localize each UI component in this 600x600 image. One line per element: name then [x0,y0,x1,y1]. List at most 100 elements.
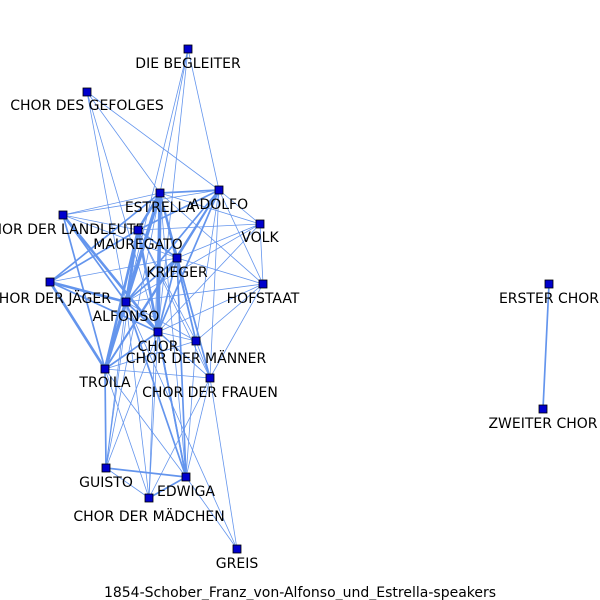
edge-edwiga-chor-der-maedchen [148,476,187,499]
edge-edwiga-greis [185,476,238,550]
edge-mauregato-chor-der-maenner [137,229,197,342]
node-label: KRIEGER [146,265,208,281]
edge-troila-edwiga [104,368,187,478]
edge-troila-chor-der-maedchen [104,368,150,499]
node-marker [45,277,55,287]
edge-chor-der-jaeger-alfonso [48,280,128,304]
edge-adolfo-chor-der-frauen [209,189,220,379]
edge-chor-chor-der-maedchen [148,331,159,499]
edge-chor-guisto [105,331,159,469]
edge-adolfo-chor-der-landleute [62,189,220,216]
node-chor-der-jaeger: CHOR DER JÄGER [0,277,111,307]
edge-chor-der-jaeger-chor [49,281,159,333]
edge-chor-des-gefolges-adolfo [86,91,220,191]
edge-hofstaat-chor-der-frauen [209,283,264,379]
edge-alfonso-troila [103,300,128,371]
edge-chor-der-jaeger-troila [48,280,107,371]
graph-caption: 1854-Schober_Franz_von-Alfonso_und_Estre… [104,585,496,600]
node-marker [214,185,224,195]
edge-mauregato-chor-der-jaeger [49,229,139,283]
edge-chor-der-landleute-mauregato [62,214,139,231]
edge-erster-chor-zweiter-chor [542,283,550,410]
node-chor: CHOR [137,327,179,355]
node-label: GREIS [216,556,259,572]
edge-chor-der-frauen-edwiga [185,377,211,478]
node-label: CHOR DER MÄDCHEN [73,507,224,525]
node-erster-chor: ERSTER CHOR [499,279,599,307]
node-guisto: GUISTO [79,463,133,491]
edge-krieger-chor [157,257,178,333]
edge-mauregato-krieger [137,229,178,259]
node-krieger: KRIEGER [146,253,208,281]
edge-chor-chor-der-maenner [157,331,197,342]
node-label: EDWIGA [157,484,215,500]
node-label: HOFSTAAT [227,291,300,307]
node-marker [255,219,265,229]
edge-adolfo-hofstaat [218,189,264,285]
edge-chor-der-frauen-greis [209,377,238,550]
node-marker [58,210,68,220]
node-label: TROILA [78,375,131,391]
node-chor-der-landleute: CHOR DER LANDLEUTE [0,210,144,238]
edge-chor-des-gefolges-chor [86,91,159,333]
edge-chor-des-gefolges-estrella [86,91,161,194]
edge-adolfo-chor-der-maenner [195,189,220,342]
edge-chor-der-maenner-edwiga [185,340,197,478]
node-label: ERSTER CHOR [499,291,599,307]
node-mauregato: MAUREGATO [93,225,183,253]
node-marker [181,472,191,482]
node-adolfo: ADOLFO [190,185,248,213]
edge-die-begleiter-estrella [159,48,189,194]
edge-adolfo-chor [157,189,220,333]
edge-volk-krieger [176,223,261,259]
edge-volk-chor [157,223,261,333]
node-chor-der-maedchen: CHOR DER MÄDCHEN [73,493,225,525]
edge-hofstaat-alfonso [125,283,264,303]
edge-chor-edwiga [157,331,187,478]
node-marker [100,364,110,374]
node-label: ADOLFO [190,197,248,213]
edge-chor-der-landleute-krieger [62,214,178,259]
edge-krieger-troila [104,257,178,370]
node-marker [133,225,143,235]
node-layer: DIE BEGLEITER CHOR DES GEFOLGES ESTRELLAAD… [0,44,599,572]
node-edwiga: EDWIGA [157,472,215,500]
edge-layer [48,48,550,550]
edge-krieger-chor-der-frauen [176,257,211,379]
node-marker [153,327,163,337]
edge-adolfo-mauregato [137,189,220,231]
node-marker [538,404,548,414]
edge-estrella-chor-der-jaeger [49,192,161,283]
edge-mauregato-guisto [105,229,139,469]
node-label: MAUREGATO [93,237,182,253]
node-marker [183,44,193,54]
edge-krieger-hofstaat [176,257,264,285]
edge-die-begleiter-chor [157,48,189,333]
edge-hofstaat-chor [157,283,264,333]
edge-troila-chor-der-frauen [104,368,211,379]
edge-chor-der-maenner-chor-der-frauen [195,340,211,379]
node-label: DIE BEGLEITER [135,56,241,72]
node-zweiter-chor: ZWEITER CHOR [488,404,598,432]
edge-alfonso-chor-der-maenner [125,301,197,342]
node-marker [172,253,182,263]
node-marker [82,87,92,97]
node-label: ESTRELLA [125,200,196,216]
edge-krieger-chor-der-maenner [176,257,197,342]
node-marker [191,336,201,346]
edge-alfonso-greis [125,301,238,550]
edge-die-begleiter-adolfo [187,48,220,191]
edge-adolfo-volk [218,189,261,225]
edge-chor-der-frauen-chor-der-maedchen [148,377,211,499]
node-volk: VOLK [241,219,279,246]
edge-hofstaat-chor-der-maenner [195,283,264,342]
node-chor-der-frauen: CHOR DER FRAUEN [142,373,278,401]
edge-chor-der-maenner-troila [104,340,197,370]
edge-chor-des-gefolges-alfonso [86,91,127,303]
edge-guisto-edwiga [105,467,187,478]
edge-adolfo-alfonso [125,189,220,303]
node-chor-der-maenner: CHOR DER MÄNNER [126,336,267,367]
node-marker [205,373,215,383]
node-label: ALFONSO [93,309,160,325]
node-label: GUISTO [79,475,133,491]
